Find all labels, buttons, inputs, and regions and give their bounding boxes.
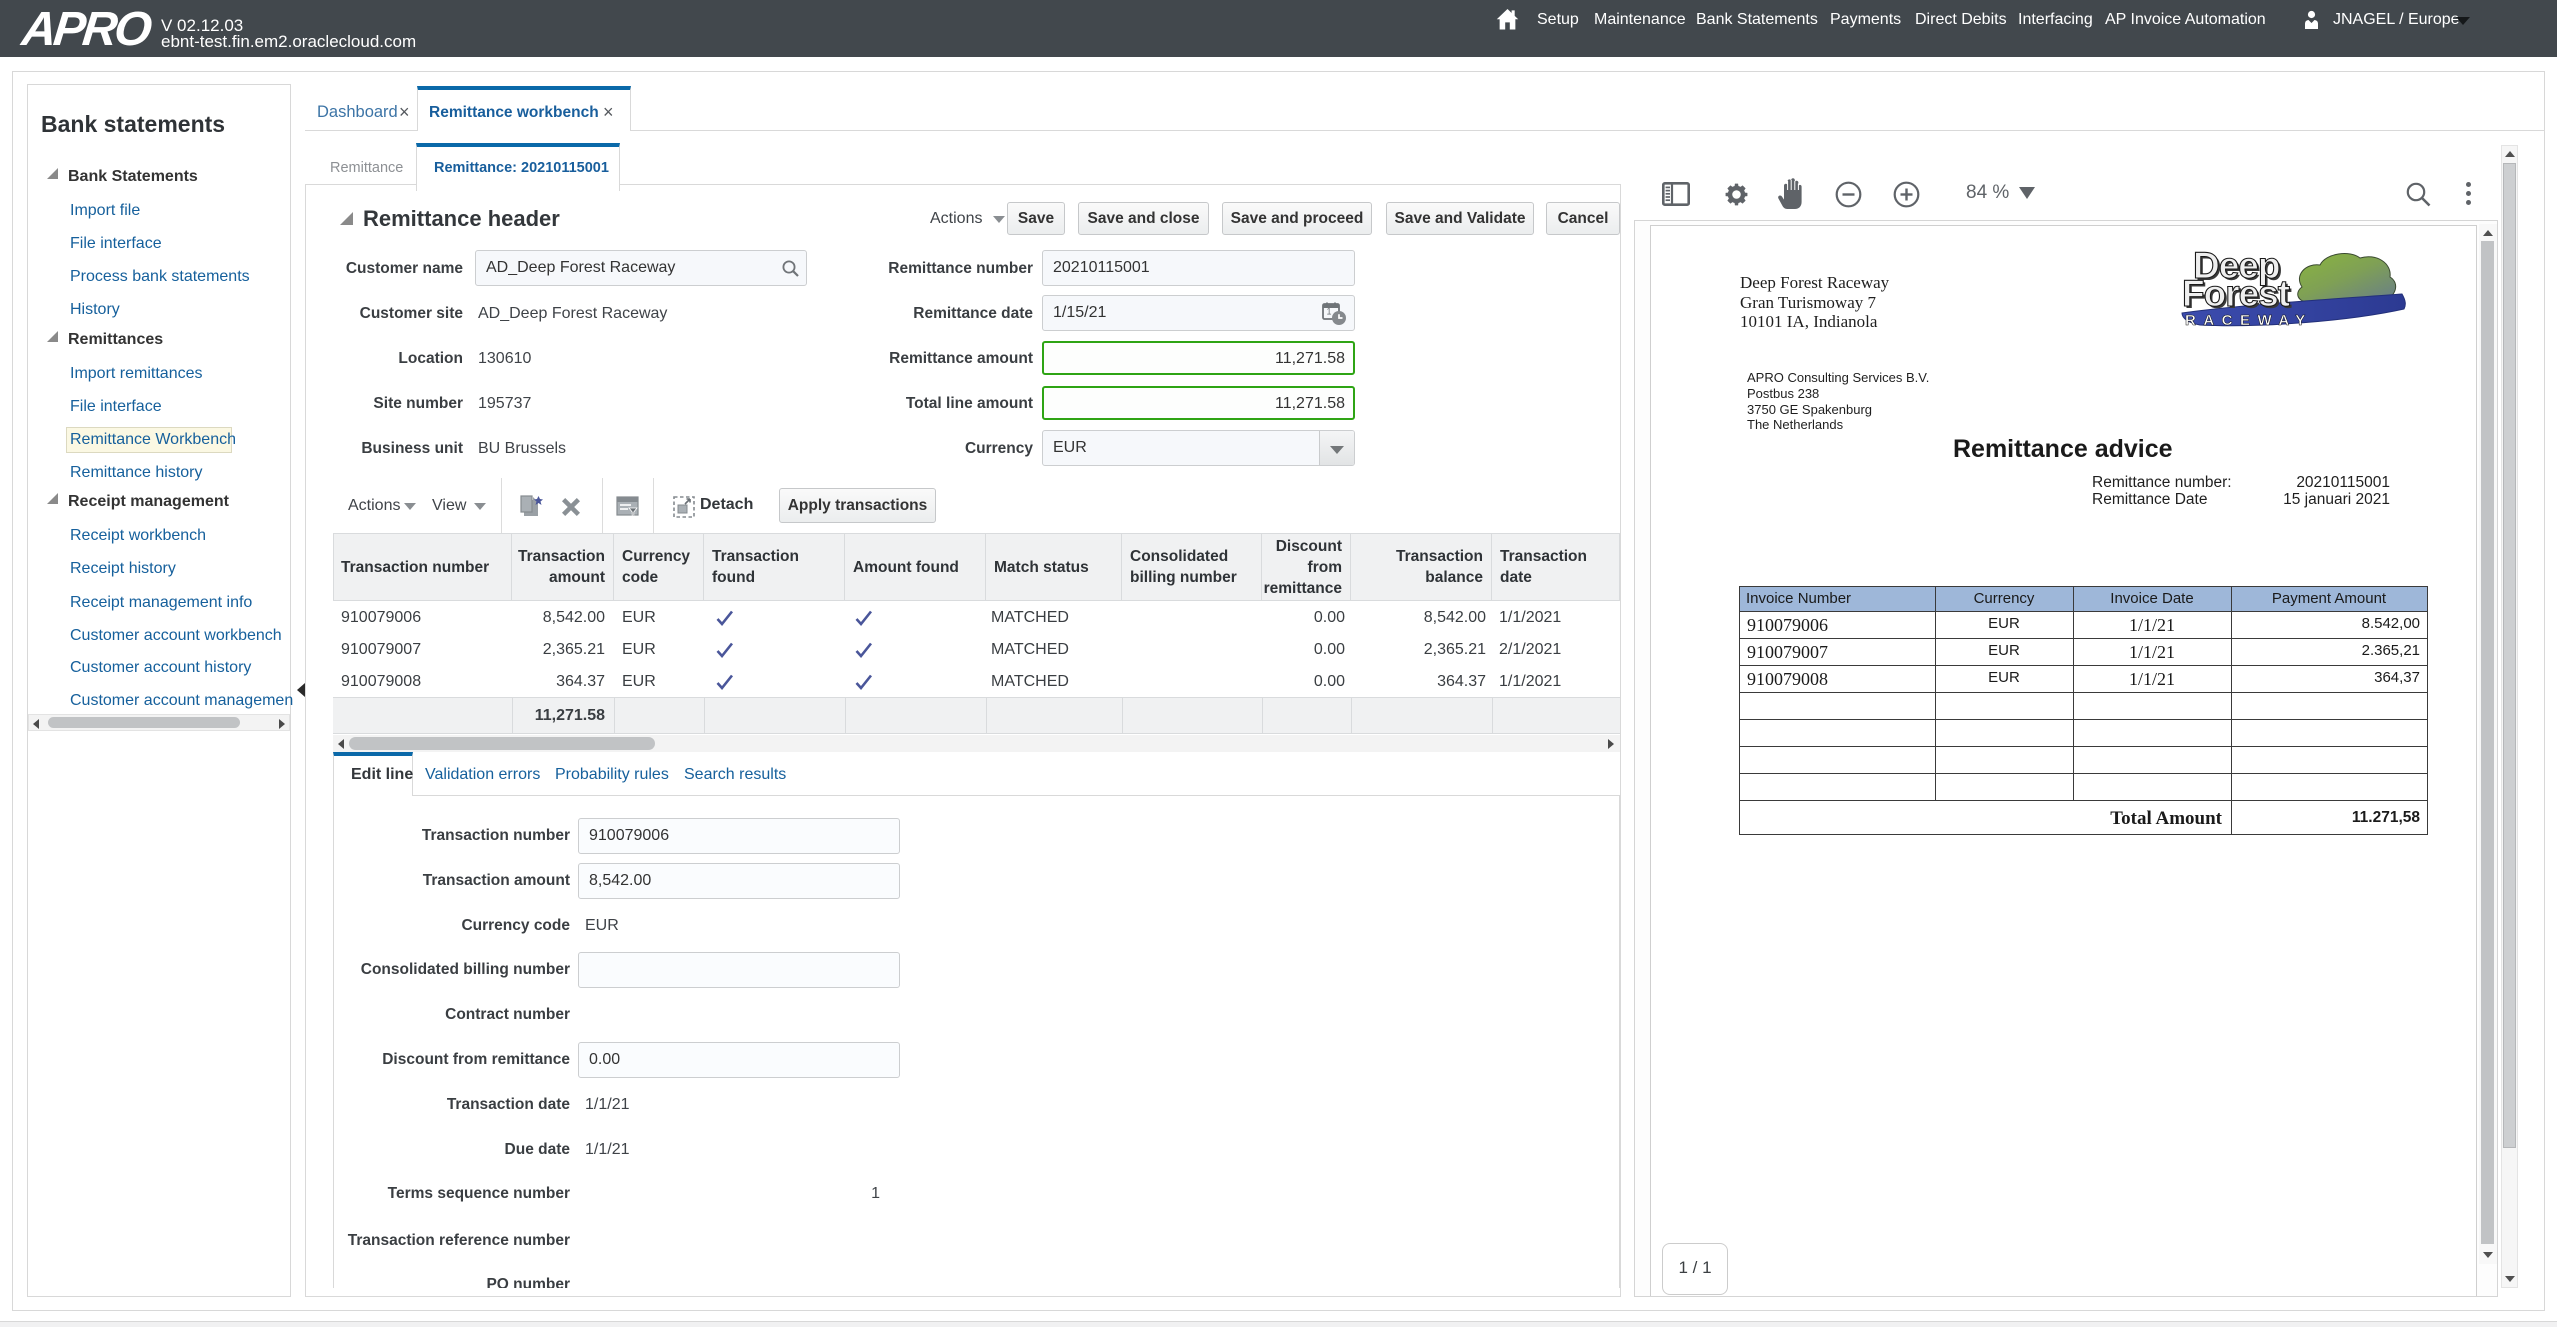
svg-text:Deep: Deep — [2195, 247, 2282, 288]
svg-text:RACEWAY: RACEWAY — [2185, 312, 2313, 329]
svg-text:1: 1 — [1327, 307, 1332, 317]
svg-text:Deep: Deep — [2193, 245, 2280, 286]
svg-text:Forest: Forest — [2184, 275, 2292, 316]
svg-text:Forest: Forest — [2182, 273, 2290, 314]
